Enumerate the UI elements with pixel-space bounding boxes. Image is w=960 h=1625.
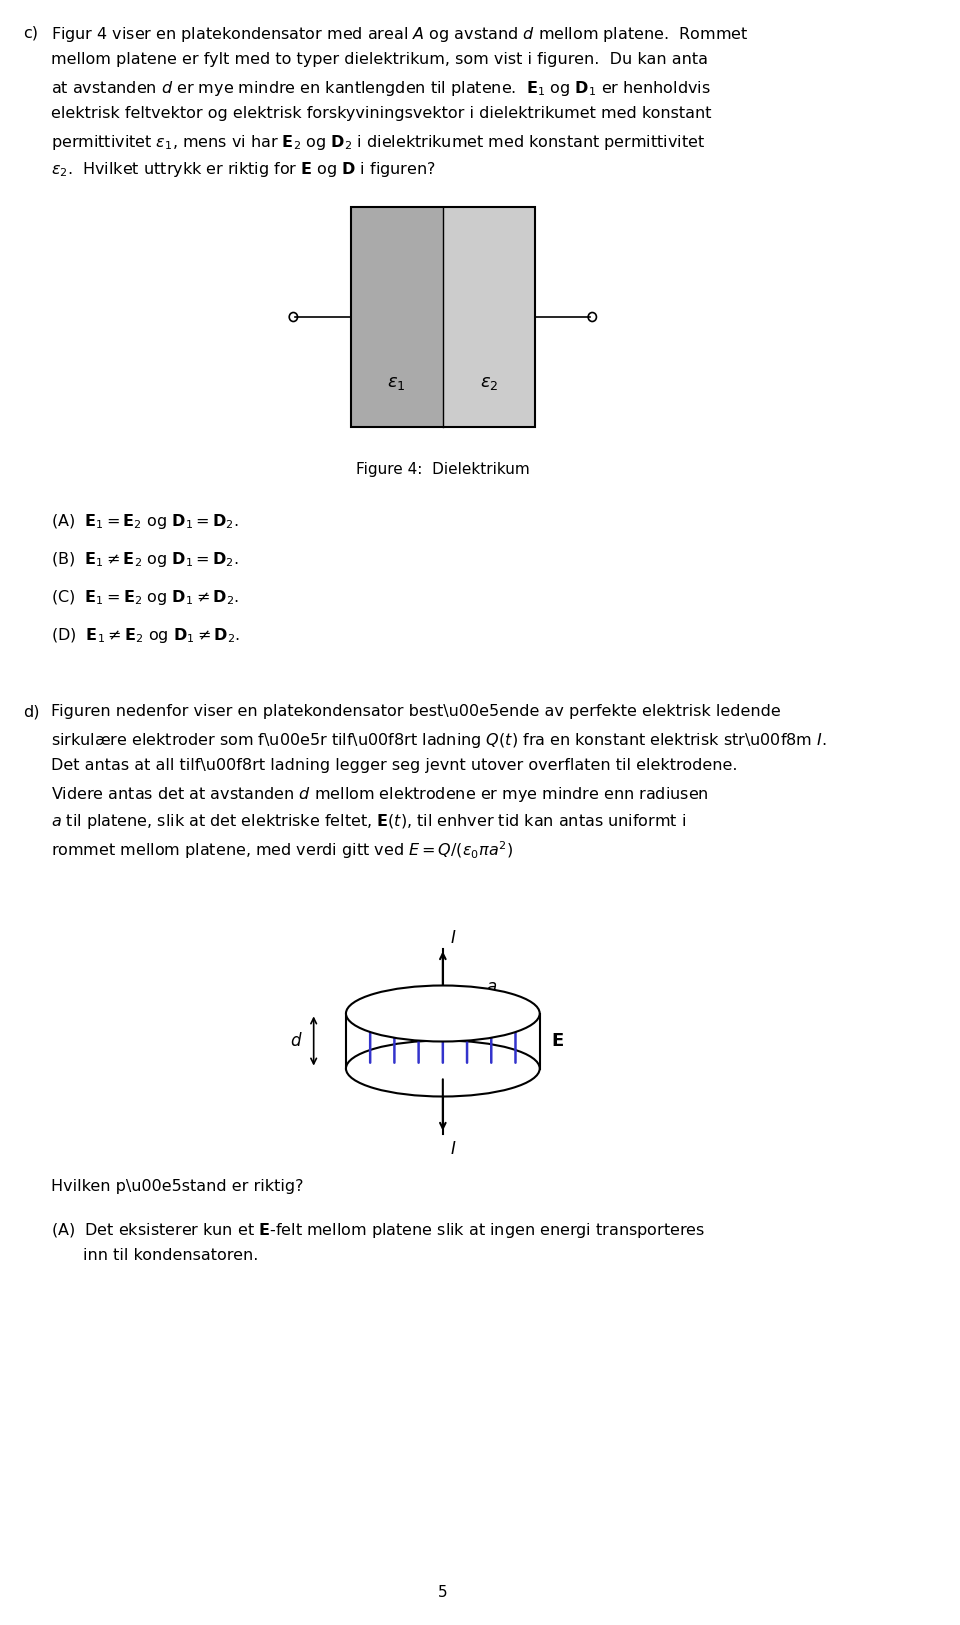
Text: $d$: $d$ [290, 1032, 302, 1050]
Text: Figure 4:  Dielektrikum: Figure 4: Dielektrikum [356, 461, 530, 478]
Ellipse shape [346, 1040, 540, 1097]
Text: $\varepsilon_1$: $\varepsilon_1$ [388, 374, 406, 392]
Text: d): d) [23, 704, 39, 718]
Bar [350, 206, 535, 427]
Text: Figuren nedenfor viser en platekondensator best\u00e5ende av perfekte elektrisk : Figuren nedenfor viser en platekondensat… [51, 704, 780, 718]
Text: c): c) [23, 24, 38, 41]
Text: mellom platene er fylt med to typer dielektrikum, som vist i figuren.  Du kan an: mellom platene er fylt med to typer diel… [51, 52, 708, 67]
Text: $\epsilon_2$.  Hvilket uttrykk er riktig for $\mathbf{E}$ og $\mathbf{D}$ i figu: $\epsilon_2$. Hvilket uttrykk er riktig … [51, 159, 436, 179]
Text: (A)  $\mathbf{E}_1 = \mathbf{E}_2$ og $\mathbf{D}_1 = \mathbf{D}_2$.: (A) $\mathbf{E}_1 = \mathbf{E}_2$ og $\m… [51, 512, 238, 531]
Text: rommet mellom platene, med verdi gitt ved $E = Q/(\epsilon_0 \pi a^2)$: rommet mellom platene, med verdi gitt ve… [51, 838, 513, 861]
Ellipse shape [346, 985, 540, 1042]
Bar [350, 206, 443, 427]
Text: $a$ til platene, slik at det elektriske feltet, $\mathbf{E}(t)$, til enhver tid : $a$ til platene, slik at det elektriske … [51, 812, 686, 830]
Text: sirkulære elektroder som f\u00e5r tilf\u00f8rt ladning $Q(t)$ fra en konstant el: sirkulære elektroder som f\u00e5r tilf\u… [51, 731, 827, 751]
Text: inn til kondensatoren.: inn til kondensatoren. [83, 1248, 258, 1263]
Text: (B)  $\mathbf{E}_1 \neq \mathbf{E}_2$ og $\mathbf{D}_1 = \mathbf{D}_2$.: (B) $\mathbf{E}_1 \neq \mathbf{E}_2$ og … [51, 549, 238, 569]
Text: Det antas at all tilf\u00f8rt ladning legger seg jevnt utover overflaten til ele: Det antas at all tilf\u00f8rt ladning le… [51, 757, 737, 773]
Text: at avstanden $d$ er mye mindre en kantlengden til platene.  $\mathbf{E}_1$ og $\: at avstanden $d$ er mye mindre en kantle… [51, 80, 710, 98]
Text: $I$: $I$ [450, 1139, 457, 1157]
Text: $\mathbf{E}$: $\mathbf{E}$ [551, 1032, 564, 1050]
Text: 5: 5 [438, 1584, 447, 1601]
Text: Videre antas det at avstanden $d$ mellom elektrodene er mye mindre enn radiusen: Videre antas det at avstanden $d$ mellom… [51, 785, 708, 804]
Text: $\varepsilon_2$: $\varepsilon_2$ [480, 374, 498, 392]
Text: Hvilken p\u00e5stand er riktig?: Hvilken p\u00e5stand er riktig? [51, 1178, 303, 1193]
Bar [443, 206, 535, 427]
Text: (D)  $\mathbf{E}_1 \neq \mathbf{E}_2$ og $\mathbf{D}_1 \neq \mathbf{D}_2$.: (D) $\mathbf{E}_1 \neq \mathbf{E}_2$ og … [51, 626, 240, 645]
Text: Figur 4 viser en platekondensator med areal $A$ og avstand $d$ mellom platene.  : Figur 4 viser en platekondensator med ar… [51, 24, 748, 44]
Text: $I$: $I$ [450, 928, 457, 946]
Text: permittivitet $\epsilon_1$, mens vi har $\mathbf{E}_2$ og $\mathbf{D}_2$ i diele: permittivitet $\epsilon_1$, mens vi har … [51, 133, 705, 153]
Text: elektrisk feltvektor og elektrisk forskyviningsvektor i dielektrikumet med konst: elektrisk feltvektor og elektrisk forsky… [51, 106, 711, 120]
Text: (A)  Det eksisterer kun et $\mathbf{E}$-felt mellom platene slik at ingen energi: (A) Det eksisterer kun et $\mathbf{E}$-f… [51, 1220, 705, 1240]
Text: (C)  $\mathbf{E}_1 = \mathbf{E}_2$ og $\mathbf{D}_1 \neq \mathbf{D}_2$.: (C) $\mathbf{E}_1 = \mathbf{E}_2$ og $\m… [51, 588, 239, 608]
Text: $a$: $a$ [486, 978, 497, 996]
